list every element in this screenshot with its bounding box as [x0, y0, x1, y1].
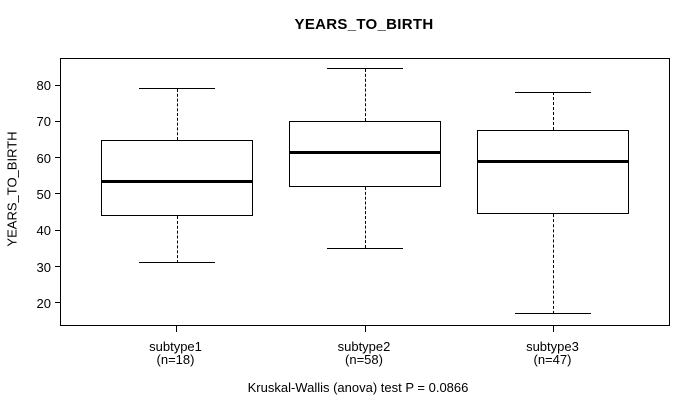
group-label-subtype1: subtype1 (n=18): [106, 339, 246, 367]
boxplot-subtype1-median: [100, 179, 253, 183]
y-tick-label: 70: [36, 114, 51, 130]
y-tick-mark: [55, 157, 60, 159]
y-tick-label: 50: [36, 186, 51, 202]
y-tick-mark: [55, 193, 60, 195]
x-tick-mark-subtype1: [176, 326, 178, 332]
y-tick-label: 60: [36, 150, 51, 166]
boxplot-subtype2-whisker-cap-lower: [327, 247, 403, 249]
y-tick-mark: [55, 229, 60, 231]
y-tick-mark: [55, 302, 60, 304]
boxplot-subtype3-whisker-cap-upper: [515, 91, 592, 93]
y-tick-label: 40: [36, 223, 51, 239]
y-tick-label: 20: [36, 295, 51, 311]
group-label: subtype3: [526, 339, 579, 354]
boxplot-subtype3-box: [477, 130, 630, 214]
boxplot-subtype2-box: [289, 121, 441, 187]
y-tick-mark: [55, 266, 60, 268]
boxplot-subtype3-whisker-cap-lower: [515, 313, 592, 315]
boxplot-subtype2-whisker-lower: [365, 186, 366, 249]
boxplot-subtype1-box: [100, 139, 253, 216]
boxplot-subtype2-median: [289, 150, 441, 154]
group-sublabel: (n=18): [156, 351, 195, 367]
group-label-subtype3: subtype3 (n=47): [482, 339, 622, 367]
boxplot-subtype1-whisker-cap-upper: [138, 88, 215, 90]
boxplot-subtype3-median: [477, 159, 630, 163]
boxplot-subtype3-whisker-upper: [553, 92, 555, 131]
x-tick-mark-subtype2: [364, 326, 366, 332]
group-label: subtype1: [149, 339, 202, 354]
plot-area: 20 30 40 50 60 70 80: [37, 58, 670, 332]
group-sublabel: (n=47): [533, 351, 572, 367]
chart-title: YEARS_TO_BIRTH: [294, 16, 434, 33]
group-sublabel: (n=58): [345, 351, 383, 367]
group-label: subtype2: [337, 339, 391, 354]
boxplot-subtype3-whisker-lower: [553, 213, 555, 314]
boxplot-subtype2-whisker-cap-upper: [327, 68, 403, 70]
boxplot-subtype1-whisker-lower: [176, 215, 178, 263]
y-tick-mark: [55, 120, 60, 122]
caption: Kruskal-Wallis (anova) test P = 0.0866: [247, 380, 469, 395]
boxplot-subtype1-whisker-cap-lower: [138, 262, 215, 264]
boxplot-subtype2-whisker-upper: [365, 68, 366, 122]
y-tick-mark: [55, 84, 60, 86]
y-tick-label: 80: [36, 78, 51, 94]
boxplot-subtype1-whisker-upper: [176, 88, 178, 140]
group-label-subtype2: subtype2 (n=58): [294, 339, 434, 367]
y-tick-label: 30: [36, 259, 51, 275]
x-tick-mark-subtype3: [552, 326, 554, 332]
